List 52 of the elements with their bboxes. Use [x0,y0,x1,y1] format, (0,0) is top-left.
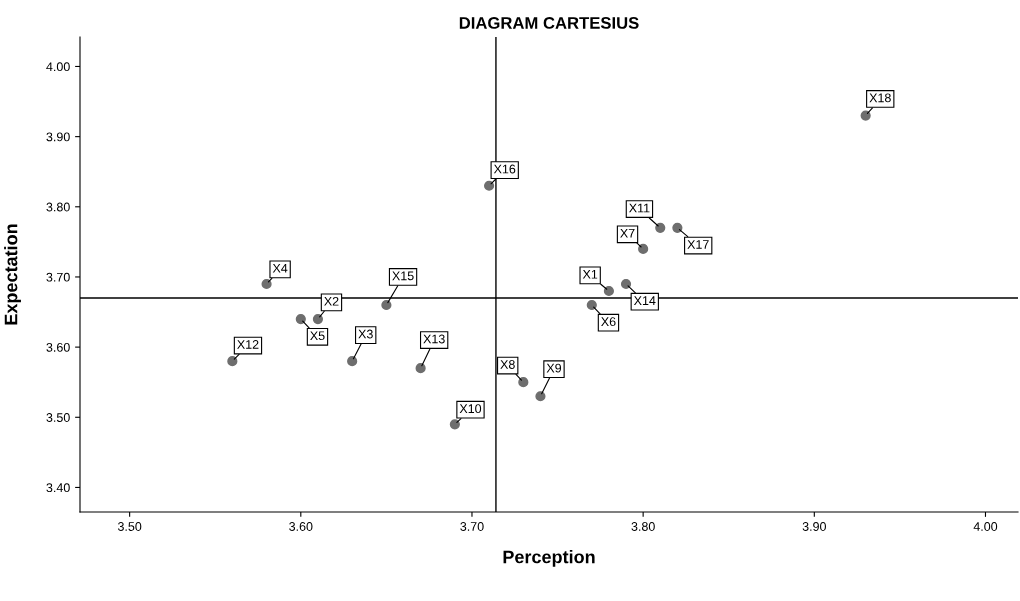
point [449,419,460,430]
point [603,285,614,297]
annotation: X2 [324,296,339,306]
point [261,278,272,290]
annotation: X11 [629,203,650,213]
annotation: X18 [869,93,891,103]
point [638,243,649,254]
x-tick-label: 3.70 [460,522,484,531]
y-axis-title: Expectation [4,224,21,325]
x-tick-label: 3.60 [289,522,313,531]
y-tick-label: 3.80 [46,202,70,212]
point [347,356,358,367]
point [518,377,529,388]
point [535,391,546,402]
point [655,222,666,233]
y-tick-label: 4.00 [46,62,70,72]
x-tick-label: 3.90 [802,522,826,531]
annotation: X16 [493,164,516,174]
x-axis-title: Perception [503,550,595,567]
annotation: X14 [633,296,656,305]
annotation: X9 [546,363,562,373]
annotation: X1 [582,270,598,279]
annotation: X8 [500,360,515,369]
point [227,356,238,367]
point [415,363,426,374]
x-tick-label: 3.50 [117,522,142,531]
x-tick-label: 3.80 [631,522,655,531]
annotation: X12 [237,340,259,349]
point [586,299,597,311]
y-tick-label: 3.40 [46,483,70,493]
point [860,110,871,121]
annotation: X6 [601,317,616,327]
annotation: X7 [620,228,635,238]
annotation: X5 [310,331,325,341]
y-tick-label: 3.50 [46,413,70,422]
annotation: X17 [687,240,709,249]
annotation: X3 [358,329,373,339]
x-tick-label: 4.00 [973,522,998,531]
point [484,180,495,191]
point [381,299,392,311]
point [295,313,306,325]
point [672,222,683,233]
point [620,278,632,290]
y-tick-label: 3.60 [46,342,70,352]
chart-title: DIAGRAM CARTESIUS [459,17,639,29]
point [312,313,324,325]
annotation: X4 [272,264,288,273]
annotation: X13 [423,334,445,344]
annotation: X10 [459,404,482,414]
y-tick-label: 3.70 [46,272,70,282]
annotation: X15 [392,271,414,281]
y-tick-label: 3.90 [46,132,70,142]
